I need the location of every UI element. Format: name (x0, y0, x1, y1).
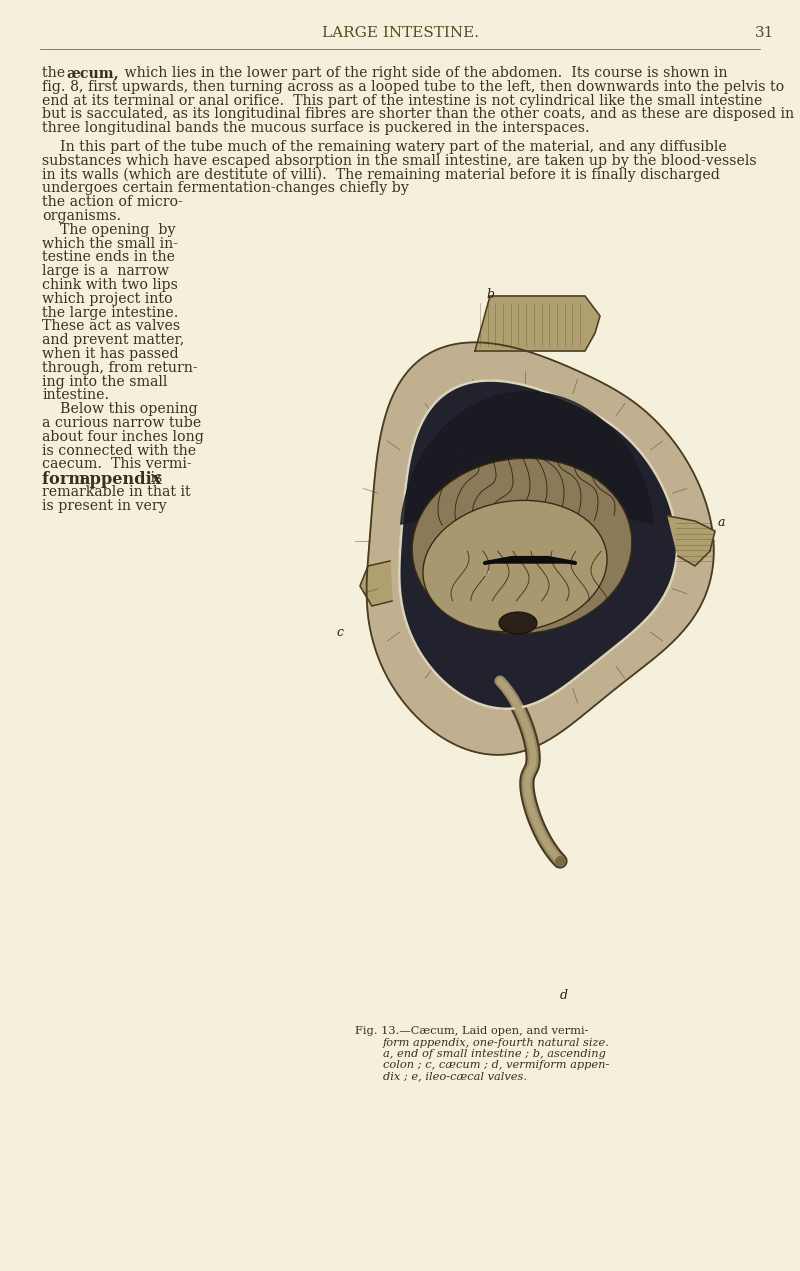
Text: is connected with the: is connected with the (42, 444, 196, 458)
Text: Fig. 13.—Cæcum, Laid open, and vermi-: Fig. 13.—Cæcum, Laid open, and vermi- (355, 1026, 589, 1036)
Polygon shape (485, 558, 575, 563)
Text: the large intestine.: the large intestine. (42, 305, 178, 319)
Text: when it has passed: when it has passed (42, 347, 178, 361)
Ellipse shape (499, 613, 537, 634)
Polygon shape (475, 296, 600, 351)
Text: about four inches long: about four inches long (42, 430, 204, 444)
Text: intestine.: intestine. (42, 389, 109, 403)
Text: d: d (560, 989, 568, 1002)
Text: LARGE INTESTINE.: LARGE INTESTINE. (322, 25, 478, 39)
Text: undergoes certain fermentation-changes chiefly by: undergoes certain fermentation-changes c… (42, 182, 409, 196)
Polygon shape (399, 380, 677, 709)
Text: remarkable in that it: remarkable in that it (42, 486, 190, 500)
Text: which lies in the lower part of the right side of the abdomen.  Its course is sh: which lies in the lower part of the righ… (120, 66, 727, 80)
Text: dix ; e, ileo-cæcal valves.: dix ; e, ileo-cæcal valves. (383, 1071, 527, 1082)
Text: three longitudinal bands the mucous surface is puckered in the interspaces.: three longitudinal bands the mucous surf… (42, 121, 590, 135)
Text: organisms.: organisms. (42, 208, 121, 222)
Text: 31: 31 (755, 25, 774, 39)
Text: colon ; c, cæcum ; d, vermiform appen-: colon ; c, cæcum ; d, vermiform appen- (383, 1060, 610, 1070)
Text: testine ends in the: testine ends in the (42, 250, 175, 264)
Text: These act as valves: These act as valves (42, 319, 180, 333)
Text: In this part of the tube much of the remaining watery part of the material, and : In this part of the tube much of the rem… (42, 140, 726, 154)
Text: end at its terminal or anal orifice.  This part of the intestine is not cylindri: end at its terminal or anal orifice. Thi… (42, 94, 762, 108)
Text: and prevent matter,: and prevent matter, (42, 333, 184, 347)
Text: a, end of small intestine ; b, ascending: a, end of small intestine ; b, ascending (383, 1049, 606, 1059)
Text: a: a (718, 516, 726, 530)
Polygon shape (360, 561, 392, 606)
Text: The opening  by: The opening by (42, 222, 175, 236)
Polygon shape (668, 516, 715, 566)
Text: form: form (42, 472, 91, 488)
Text: which the small in-: which the small in- (42, 236, 178, 250)
Text: large is a  narrow: large is a narrow (42, 264, 169, 278)
Polygon shape (401, 391, 654, 525)
Text: form appendix, one-fourth natural size.: form appendix, one-fourth natural size. (383, 1038, 610, 1049)
Text: is present in very: is present in very (42, 498, 166, 512)
Text: in its walls (which are destitute of villi).  The remaining material before it i: in its walls (which are destitute of vil… (42, 168, 720, 182)
Text: fig. 8, first upwards, then turning across as a looped tube to the left, then do: fig. 8, first upwards, then turning acro… (42, 80, 784, 94)
Text: the action of micro-: the action of micro- (42, 196, 183, 210)
Text: ing into the small: ing into the small (42, 375, 167, 389)
Text: the: the (42, 66, 70, 80)
Text: substances which have escaped absorption in the small intestine, are taken up by: substances which have escaped absorption… (42, 154, 757, 168)
Text: Below this opening: Below this opening (42, 402, 198, 416)
Text: but is sacculated, as its longitudinal fibres are shorter than the other coats, : but is sacculated, as its longitudinal f… (42, 108, 794, 122)
Text: appendix: appendix (79, 472, 162, 488)
Text: chink with two lips: chink with two lips (42, 278, 178, 292)
Text: c: c (336, 627, 343, 639)
Text: is: is (146, 472, 162, 486)
Text: caecum.  This vermi-: caecum. This vermi- (42, 458, 192, 472)
Text: e: e (484, 568, 490, 577)
Text: æcum,: æcum, (66, 66, 118, 80)
Text: which project into: which project into (42, 292, 173, 306)
Text: a curious narrow tube: a curious narrow tube (42, 416, 202, 430)
Polygon shape (366, 342, 714, 755)
Ellipse shape (412, 459, 632, 634)
Text: through, from return-: through, from return- (42, 361, 198, 375)
Text: b: b (486, 289, 494, 301)
Ellipse shape (423, 501, 607, 632)
